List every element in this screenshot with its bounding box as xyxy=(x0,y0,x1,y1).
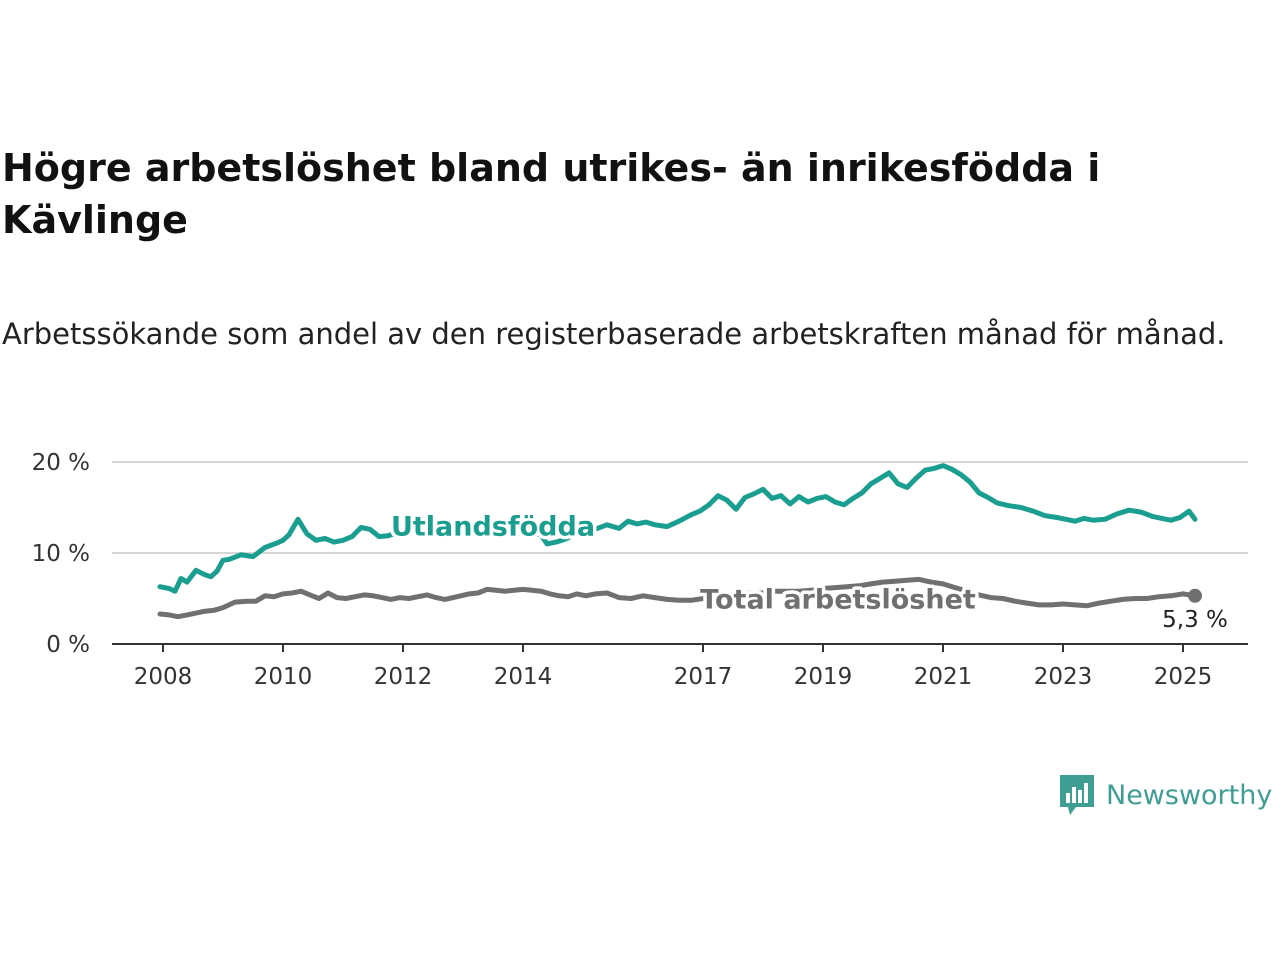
line-chart: 0 % 10 % 20 % 2008 2010 2012 2014 2017 2019 2021… xyxy=(32,450,1248,690)
series-lines xyxy=(157,463,1198,620)
x-tick-label: 2017 xyxy=(674,664,733,690)
newsworthy-logo-icon xyxy=(1060,775,1094,815)
series-line-1 xyxy=(157,576,1198,620)
x-tick-label: 2023 xyxy=(1034,664,1093,690)
y-tick-label: 20 % xyxy=(32,450,90,476)
chart-subtitle: Arbetssökande som andel av den registerb… xyxy=(2,317,1226,351)
brand-name: Newsworthy xyxy=(1106,779,1273,811)
end-value-label: 5,3 % xyxy=(1162,607,1228,633)
x-tick-label: 2021 xyxy=(914,664,973,690)
grid-lines xyxy=(112,461,1248,554)
brand-logo: Newsworthy xyxy=(1058,772,1272,818)
end-point-marker xyxy=(1188,588,1202,603)
series-line-0 xyxy=(157,463,1198,594)
x-tick-label: 2010 xyxy=(254,664,313,690)
y-tick-label: 0 % xyxy=(46,632,90,658)
x-axis-ticks: 2008 2010 2012 2014 2017 2019 2021 2023 2025 xyxy=(134,644,1213,690)
series-labels: Utlandsfödda Total arbetslöshet 5,3 % xyxy=(387,508,1228,633)
x-tick-label: 2014 xyxy=(494,664,553,690)
chart-title: Högre arbetslöshet bland utrikes- än inr… xyxy=(2,146,1101,242)
y-tick-label: 10 % xyxy=(32,541,90,567)
series-label-0: Utlandsfödda xyxy=(391,512,595,543)
x-tick-label: 2019 xyxy=(794,664,853,690)
x-tick-label: 2012 xyxy=(374,664,433,690)
x-tick-label: 2008 xyxy=(134,664,193,690)
x-tick-label: 2025 xyxy=(1154,664,1213,690)
y-axis-tick-labels: 0 % 10 % 20 % xyxy=(32,450,90,658)
series-label-1: Total arbetslöshet xyxy=(700,585,976,616)
